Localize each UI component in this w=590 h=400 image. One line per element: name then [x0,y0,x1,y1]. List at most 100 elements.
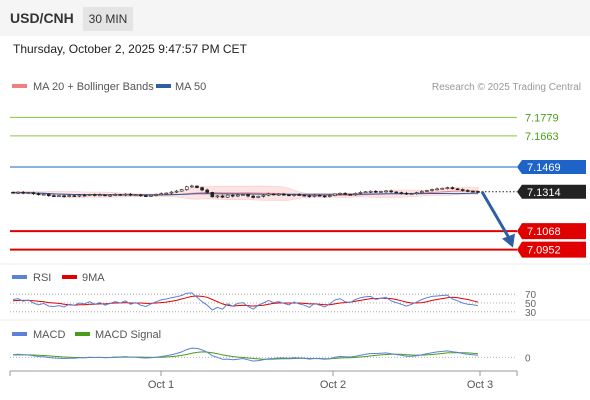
candle [133,194,138,197]
candle [169,191,174,195]
macd-signal-legend-swatch [75,332,90,336]
candle [297,193,301,197]
macd-legend: MACD MACD Signal [12,329,161,341]
candle [338,192,342,196]
candle [225,194,230,198]
rsi-legend-swatch [12,275,27,279]
candle [379,190,383,193]
candle [230,194,235,198]
candle [184,185,189,191]
support-tag [517,223,586,240]
candle [414,191,419,195]
candle [460,188,465,192]
candle [409,192,414,195]
macd-line [12,347,479,362]
candle [419,190,424,194]
price-levels: 7.1779 7.1663 7.1469 7.1314 7.1068 7.0952 [10,112,586,258]
candle [128,192,133,197]
candle [282,192,286,196]
rsi-legend: RSI 9MA [12,272,105,284]
macd-panel: 0 [10,347,531,364]
candle [384,190,388,193]
candle [368,190,373,194]
support-label: 7.0952 [527,245,561,257]
price-panel [11,184,480,201]
candle [307,194,312,198]
macd-signal-legend-label: MACD Signal [95,329,161,341]
rsi-level-label: 70 [525,290,537,301]
candle [108,194,112,198]
candle [358,191,363,195]
ma20-legend-label: MA 20 + Bollinger Bands [33,81,154,93]
support-tag [517,241,586,258]
candle [292,193,296,197]
candle [210,191,215,198]
candle [445,186,450,190]
x-tick-label: Oct 3 [467,379,493,391]
candle [159,192,164,196]
candle [179,188,184,192]
candle [174,189,179,194]
macd-zero-label: 0 [525,353,531,364]
candle [215,194,220,199]
candle [465,189,470,193]
candle [450,186,455,190]
candle [200,186,204,192]
candle [430,188,434,192]
resistance-label: 7.1779 [525,112,559,124]
timeframe-button[interactable]: 30 MIN [83,7,133,31]
pivot-tag [517,159,586,174]
rsi-legend-label: RSI [33,272,51,284]
candle [246,193,250,198]
candle [327,194,332,198]
candle [138,193,143,197]
candle [26,191,31,194]
candle [302,194,307,197]
candle [57,195,61,198]
candle [62,194,66,198]
x-tick-label: Oct 1 [148,379,174,391]
rsi-ma-legend-swatch [62,275,77,279]
candle [220,194,225,199]
candle [256,195,261,199]
candle [363,191,368,194]
candle [471,190,475,193]
last-price-label: 7.1314 [527,187,561,199]
candle [455,188,460,191]
candle [67,194,72,198]
candle [164,192,169,195]
resistance-label: 7.1663 [525,131,559,143]
x-tick-label: Oct 2 [320,379,346,391]
candle [440,187,445,190]
candle [21,190,26,195]
panel-separators [0,263,590,321]
candle [425,189,429,193]
candle [251,194,255,199]
candle [312,194,317,198]
ma20-legend-swatch [12,84,27,88]
candle [98,193,102,197]
candle [82,193,87,197]
symbol-title: USD/CNH [10,10,74,26]
candle [36,192,41,196]
macd-legend-label: MACD [33,329,65,341]
candle [404,191,409,195]
candle [31,191,36,195]
ma50-legend-swatch [156,84,171,88]
rsi-level-label: 50 [525,299,537,310]
rsi-level-label: 30 [525,308,537,319]
candle [353,192,358,196]
candle [276,193,281,196]
candle [241,193,245,196]
candle [435,187,439,191]
candle [87,193,92,197]
candle [41,193,46,196]
candle [389,189,393,193]
candle [236,193,240,198]
candle [333,193,337,197]
candle [72,194,77,197]
candle [205,188,209,194]
forecast-arrow-head [502,233,515,248]
chart-datetime: Thursday, October 2, 2025 9:47:57 PM CET [13,42,247,56]
